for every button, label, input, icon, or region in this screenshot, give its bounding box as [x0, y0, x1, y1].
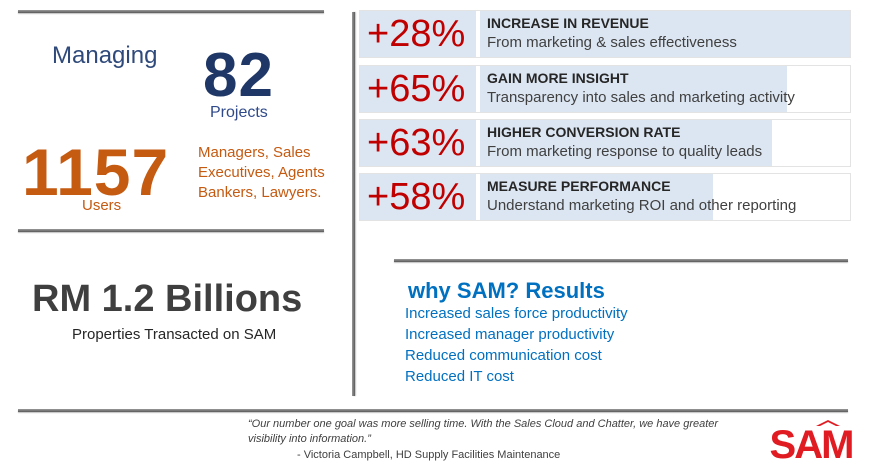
- stat-bar: [480, 174, 713, 220]
- user-roles: Managers, Sales Executives, Agents Banke…: [198, 143, 325, 203]
- top-left-divider: [18, 10, 324, 13]
- vertical-divider: [352, 12, 355, 396]
- user-role-line: Bankers, Lawyers.: [198, 184, 322, 201]
- stat-subtitle: From marketing & sales effectiveness: [487, 34, 737, 51]
- stat-subtitle: Transparency into sales and marketing ac…: [487, 89, 795, 106]
- users-label: Users: [82, 197, 122, 214]
- results-list: Increased sales force productivity Incre…: [405, 303, 628, 387]
- results-title: why SAM? Results: [408, 278, 605, 303]
- stat-row-revenue: +28% INCREASE IN REVENUE From marketing …: [359, 10, 851, 58]
- results-item: Reduced IT cost: [405, 368, 514, 385]
- stat-row-conversion: +63% HIGHER CONVERSION RATE From marketi…: [359, 119, 851, 167]
- user-role-line: Managers, Sales: [198, 144, 311, 161]
- stat-bar: [480, 120, 772, 166]
- mid-left-divider: [18, 229, 324, 232]
- stat-subtitle: From marketing response to quality leads: [487, 143, 763, 160]
- projects-count: 82: [203, 41, 274, 110]
- stat-percent: +63%: [367, 122, 466, 164]
- user-role-line: Executives, Agents: [198, 164, 325, 181]
- users-count: 1157: [22, 135, 170, 209]
- stat-subtitle: Understand marketing ROI and other repor…: [487, 197, 797, 214]
- stat-percent-box: +28%: [360, 11, 476, 57]
- bottom-divider: [18, 409, 848, 412]
- results-item: Increased sales force productivity: [405, 305, 628, 322]
- stat-row-performance: +58% MEASURE PERFORMANCE Understand mark…: [359, 173, 851, 221]
- stat-row-insight: +65% GAIN MORE INSIGHT Transparency into…: [359, 65, 851, 113]
- stat-percent-box: +65%: [360, 66, 476, 112]
- stat-bar: [480, 11, 850, 57]
- stat-percent: +58%: [367, 176, 466, 218]
- stat-title: GAIN MORE INSIGHT: [487, 70, 629, 86]
- testimonial-quote: “Our number one goal was more selling ti…: [248, 418, 719, 445]
- stat-percent-box: +63%: [360, 120, 476, 166]
- logo-text: SAM: [770, 423, 853, 466]
- stat-percent: +28%: [367, 13, 466, 55]
- managing-label: Managing: [52, 42, 158, 69]
- sam-logo: SAM: [770, 420, 854, 466]
- logo-roof-icon: [816, 420, 840, 426]
- stat-title: HIGHER CONVERSION RATE: [487, 124, 681, 140]
- stat-bar: [480, 66, 787, 112]
- transaction-amount: RM 1.2 Billions: [32, 278, 303, 320]
- results-item: Increased manager productivity: [405, 326, 615, 343]
- stat-percent-box: +58%: [360, 174, 476, 220]
- projects-label: Projects: [210, 104, 268, 121]
- results-divider: [394, 259, 848, 262]
- results-item: Reduced communication cost: [405, 347, 602, 364]
- stat-percent: +65%: [367, 68, 466, 110]
- stat-title: INCREASE IN REVENUE: [487, 15, 649, 31]
- testimonial-author: - Victoria Campbell, HD Supply Facilitie…: [297, 449, 561, 461]
- stat-title: MEASURE PERFORMANCE: [487, 178, 671, 194]
- transaction-label: Properties Transacted on SAM: [72, 326, 277, 343]
